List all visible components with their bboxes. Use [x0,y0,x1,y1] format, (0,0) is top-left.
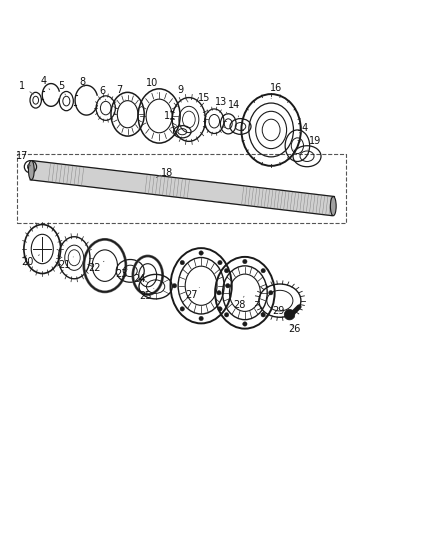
Text: 5: 5 [58,81,65,95]
Circle shape [172,284,176,288]
Text: 7: 7 [117,85,125,100]
Circle shape [198,316,203,321]
Text: 1: 1 [18,81,33,94]
Text: 14: 14 [228,100,240,117]
Text: 25: 25 [138,288,153,301]
Text: 19: 19 [307,136,320,149]
Text: 8: 8 [79,77,85,87]
Text: 22: 22 [88,261,104,273]
Text: 23: 23 [115,269,127,279]
Circle shape [180,261,184,265]
Circle shape [242,322,247,326]
Circle shape [217,261,222,265]
Circle shape [198,251,203,255]
Circle shape [268,290,272,295]
Text: 21: 21 [58,257,73,270]
Text: 14: 14 [297,123,309,133]
Text: 15: 15 [198,93,212,109]
Text: 18: 18 [160,168,173,178]
Text: 13: 13 [215,97,227,114]
Text: 4: 4 [40,76,49,90]
Circle shape [261,269,265,273]
Ellipse shape [330,197,336,216]
Text: 10: 10 [146,78,158,93]
Text: 28: 28 [233,296,245,310]
Polygon shape [30,160,334,216]
Text: 11: 11 [163,111,181,126]
Text: 29: 29 [271,306,284,316]
Circle shape [284,309,294,320]
Text: 20: 20 [21,255,39,267]
Text: 17: 17 [15,151,30,166]
Text: 6: 6 [99,86,106,100]
Circle shape [216,290,221,295]
Circle shape [225,284,230,288]
Circle shape [180,306,184,311]
Circle shape [242,260,247,264]
Ellipse shape [28,160,34,180]
Circle shape [224,313,228,317]
Circle shape [217,306,222,311]
Circle shape [261,313,265,317]
Text: 24: 24 [132,273,145,284]
Text: 27: 27 [185,287,199,301]
Text: 26: 26 [288,324,300,334]
Circle shape [224,269,228,273]
Text: 16: 16 [270,83,282,99]
Text: 9: 9 [177,85,187,102]
